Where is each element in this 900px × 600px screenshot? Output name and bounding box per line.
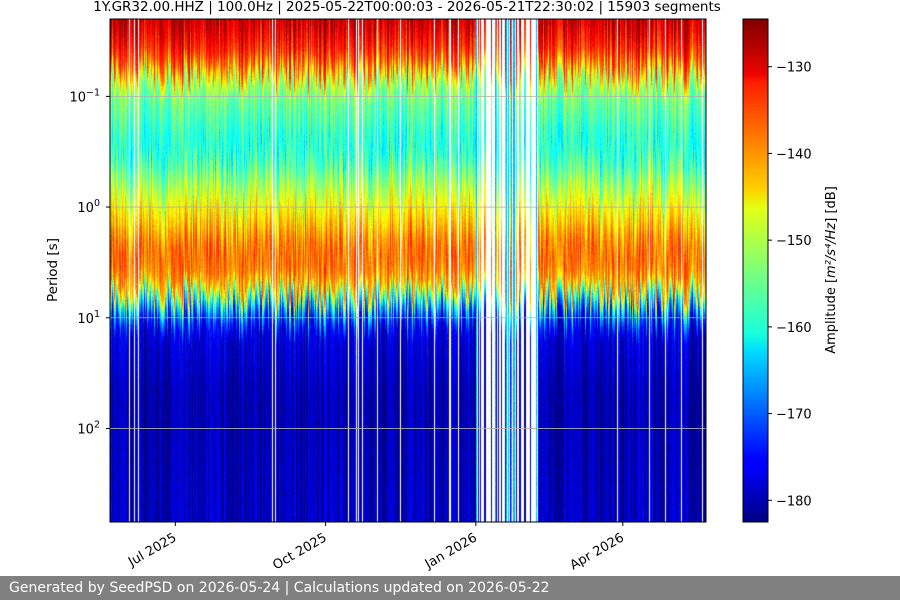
colorbar-gradient — [742, 18, 769, 523]
footer-status: Generated by SeedPSD on 2026-05-24 | Cal… — [0, 576, 900, 600]
colorbar-ticks: −130 −140 −150 −160 −170 −180 — [768, 61, 812, 509]
colorbar-label: Amplitude [m²/s⁴/Hz] [dB] — [824, 186, 839, 354]
y-tick-label-3: 102 — [77, 419, 100, 437]
x-tick-label-2: Jan 2026 — [422, 530, 480, 572]
colorbar-tick-label-5: −180 — [776, 494, 812, 509]
y-tick-label-2: 101 — [77, 309, 100, 327]
colorbar-tick-label-0: −130 — [776, 61, 812, 76]
chart-title: 1Y.GR32.00.HHZ | 100.0Hz | 2025-05-22T00… — [93, 0, 721, 15]
x-tick-label-0: Jul 2025 — [125, 530, 179, 570]
x-tick-label-3: Apr 2026 — [568, 530, 627, 573]
y-axis: 10−1 100 101 102 — [69, 87, 110, 437]
plot-area — [110, 19, 706, 522]
colorbar-tick-label-2: −150 — [776, 234, 812, 249]
colorbar-tick-label-1: −140 — [776, 147, 812, 162]
grid-lines — [110, 95, 706, 429]
y-axis-label: Period [s] — [45, 238, 61, 302]
x-tick-label-1: Oct 2025 — [270, 530, 329, 573]
psd-heatmap — [110, 19, 706, 522]
colorbar-tick-label-4: −170 — [776, 408, 812, 423]
x-axis: Jul 2025 Oct 2025 Jan 2026 Apr 2026 — [125, 522, 627, 573]
y-tick-label-0: 10−1 — [69, 87, 100, 105]
colorbar: −130 −140 −150 −160 −170 −180 Amplitude [m²/s… — [742, 18, 839, 523]
plot-frame — [109, 18, 707, 523]
colorbar-tick-label-3: −160 — [776, 321, 812, 336]
psd-spectrogram-chart: 1Y.GR32.00.HHZ | 100.0Hz | 2025-05-22T00… — [45, 0, 839, 573]
y-tick-label-1: 100 — [77, 198, 100, 216]
